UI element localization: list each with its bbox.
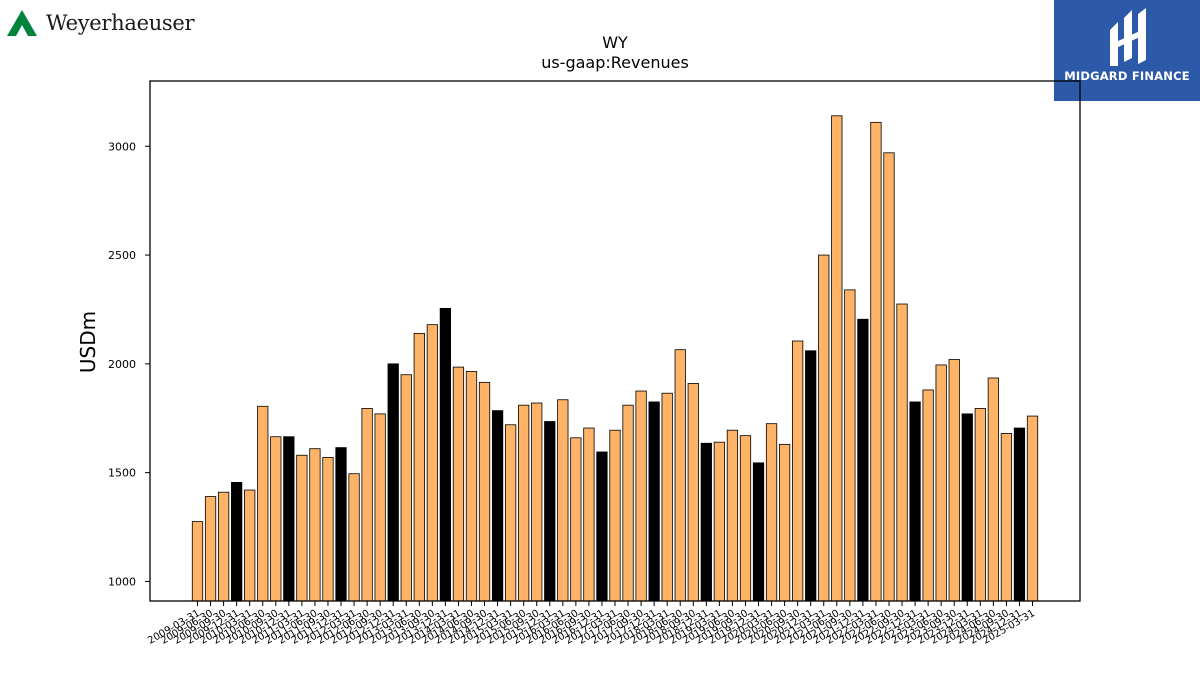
bar-2018-09-30 [687,383,699,602]
bar-2014-06-30 [465,371,478,602]
bar-2014-12-31 [491,410,504,602]
bar-2009-03-31 [191,521,204,602]
bar-2013-12-31 [439,307,452,602]
bar-2015-09-30 [531,402,543,602]
bar-2022-03-31 [870,121,882,602]
bar-2017-09-30 [635,390,647,602]
y-tick-label: 1000 [108,575,136,588]
bar-2024-03-31 [974,408,986,602]
midgard-finance-wordmark: MIDGARD FINANCE [1064,69,1190,83]
bar-2012-12-31 [387,363,399,602]
bar-2011-03-31 [296,454,308,602]
bar-2024-12-31 [1013,427,1026,602]
y-tick-label: 1500 [108,467,136,480]
bar-2021-09-30 [844,289,856,602]
x-axis-ticks: 2009-03-312009-06-302009-09-302009-12-31… [146,601,1037,647]
bar-2021-03-31 [818,254,830,602]
bar-2016-06-30 [570,437,582,602]
weyerhaeuser-logo: Weyerhaeuser [6,6,195,40]
chart-title: WY [602,33,628,52]
bar-2010-12-31 [283,436,295,602]
bar-2019-06-30 [726,429,739,602]
bar-2018-06-30 [674,349,686,602]
bar-2019-03-31 [713,441,725,602]
bar-2020-03-31 [765,423,778,602]
bar-2019-09-30 [739,435,752,602]
midgard-finance-logo: MIDGARD FINANCE [1054,0,1200,101]
bar-2024-09-30 [1000,433,1013,602]
bar-2009-09-30 [217,491,230,602]
bar-2024-06-30 [987,377,999,602]
bar-2014-03-31 [452,366,465,602]
bar-2019-12-31 [752,462,765,602]
bar-2021-06-30 [831,115,843,602]
bar-2010-03-31 [244,489,256,602]
bar-2025-03-31 [1026,415,1039,602]
bar-2022-09-30 [896,303,908,602]
bar-2013-06-30 [413,332,425,602]
bar-series [191,115,1039,602]
bar-2013-03-31 [400,374,412,602]
bar-2020-09-30 [792,340,804,602]
y-axis-label: USDm [76,311,100,373]
bar-2016-09-30 [583,427,595,602]
bar-2011-06-30 [309,448,321,602]
bar-2022-12-31 [909,401,921,602]
bar-2015-06-30 [518,404,530,602]
bar-2016-12-31 [596,451,608,602]
bar-2020-06-30 [778,443,791,602]
bar-2010-09-30 [270,436,282,602]
bar-2010-06-30 [257,405,269,602]
bar-2011-09-30 [322,456,334,602]
bar-2009-12-31 [231,482,243,602]
bar-2022-06-30 [883,152,895,602]
y-tick-label: 2000 [108,358,136,371]
y-axis-ticks: 1000 1500 2000 2500 3000 [108,140,150,588]
bar-2018-03-31 [661,392,673,602]
bar-2013-09-30 [426,324,438,602]
bar-2012-06-30 [361,408,373,602]
bar-2023-03-31 [922,389,934,602]
bar-2018-12-31 [700,442,712,602]
bar-2011-12-31 [335,447,347,602]
weyerhaeuser-tree-icon [7,10,37,36]
chart-subtitle: us-gaap:Revenues [541,53,689,72]
plot-frame [149,80,1081,602]
y-tick-label: 2500 [108,249,136,262]
weyerhaeuser-wordmark: Weyerhaeuser [46,11,195,35]
bar-2015-03-31 [505,424,517,602]
bar-2009-06-30 [204,496,217,602]
midgard-emblem-icon [1110,8,1146,66]
bar-2021-12-31 [857,318,869,602]
bar-2016-03-31 [557,399,569,602]
bar-2023-12-31 [961,413,973,602]
bar-2023-09-30 [948,359,960,602]
bar-2017-12-31 [648,401,660,602]
bar-2020-12-31 [805,350,817,602]
bar-2017-03-31 [609,429,621,602]
bar-2015-12-31 [544,421,556,602]
bar-2012-03-31 [348,473,360,602]
bar-2014-09-30 [478,381,491,602]
y-tick-label: 3000 [108,140,136,153]
bar-2017-06-30 [622,404,634,602]
bar-2012-09-30 [374,413,386,602]
bar-2023-06-30 [935,364,947,602]
